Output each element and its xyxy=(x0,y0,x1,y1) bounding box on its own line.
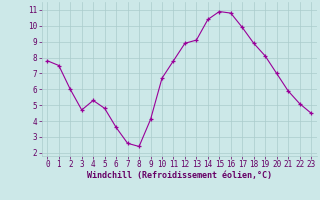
X-axis label: Windchill (Refroidissement éolien,°C): Windchill (Refroidissement éolien,°C) xyxy=(87,171,272,180)
